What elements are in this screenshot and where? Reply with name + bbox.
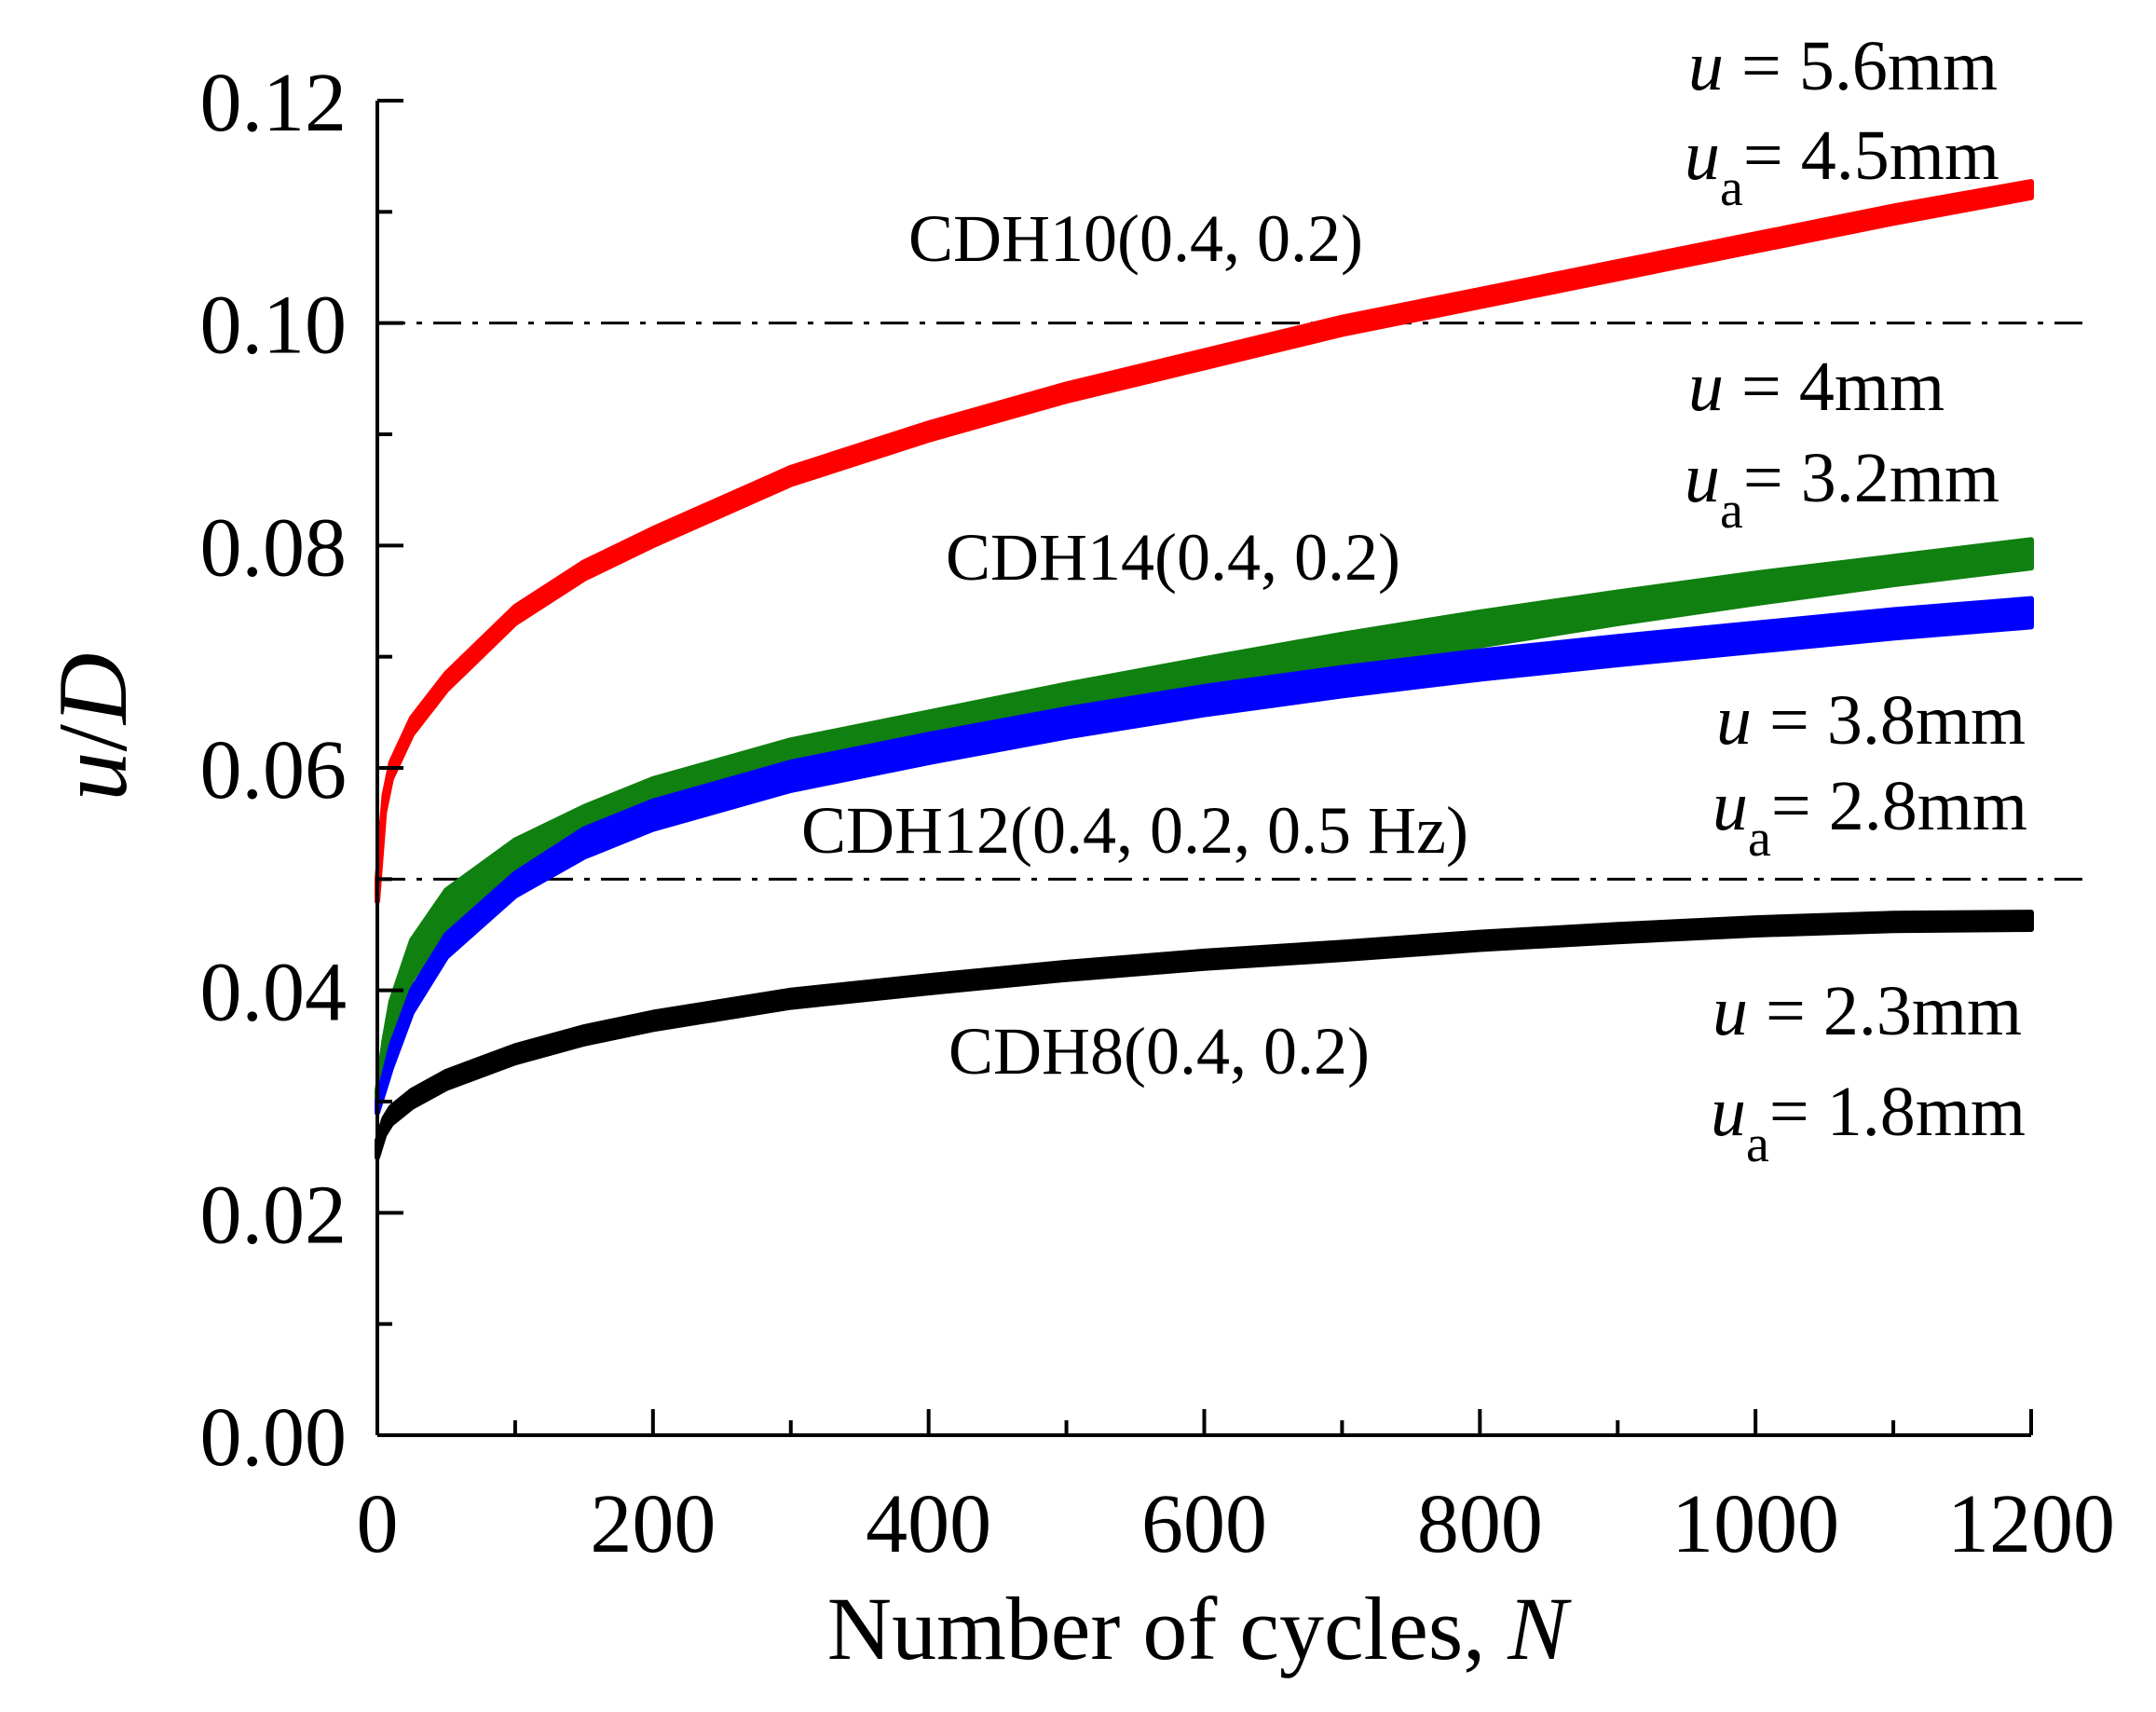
- annotations: u = 5.6mm ua= 4.5mm u = 4mm ua= 3.2mm u …: [1685, 27, 2027, 1173]
- x-axis-title-text: Number of cycles,: [827, 1579, 1508, 1678]
- series-band-cdh12-0-4-0-2-0-5-hz: [375, 596, 2034, 1116]
- series-bands: [375, 179, 2034, 1160]
- y-axis-title-u: u: [38, 752, 147, 801]
- y-tick-label: 0.08: [200, 501, 348, 594]
- reference-lines: [377, 322, 2092, 881]
- annotation-cdh10-u-var: u: [1688, 27, 1724, 105]
- y-tick-label: 0.04: [200, 947, 348, 1039]
- annotation-cdh10-ua-sub: a: [1720, 159, 1743, 217]
- annotation-cdh10-u-value: = 5.6mm: [1724, 27, 1998, 105]
- x-tick-label: 200: [590, 1478, 716, 1570]
- annotation-cdh14-ua-sub: a: [1720, 482, 1743, 540]
- series-band-cdh10-0-4-0-2: [375, 179, 2034, 905]
- annotation-cdh8-ua: ua= 1.8mm: [1711, 1073, 2026, 1173]
- annotation-cdh10-ua-var: u: [1685, 116, 1720, 195]
- curve-label-cdh12: CDH12(0.4, 0.2, 0.5 Hz): [801, 793, 1468, 868]
- curve-label-cdh10: CDH10(0.4, 0.2): [908, 201, 1363, 276]
- x-tick-label: 600: [1141, 1478, 1267, 1570]
- y-axis-title: u/D: [38, 652, 147, 801]
- y-tick-label: 0.12: [200, 57, 348, 149]
- curve-labels: CDH10(0.4, 0.2) CDH14(0.4, 0.2) CDH12(0.…: [801, 201, 1468, 1089]
- x-tick-label: 1000: [1672, 1478, 1839, 1570]
- annotation-cdh8-ua-value: = 1.8mm: [1769, 1073, 2026, 1151]
- annotation-cdh10-u: u = 5.6mm: [1688, 27, 1998, 105]
- annotation-cdh14-u: u = 4mm: [1688, 348, 1944, 426]
- curve-label-cdh14: CDH14(0.4, 0.2): [946, 520, 1400, 595]
- curve-label-cdh8: CDH8(0.4, 0.2): [948, 1014, 1370, 1089]
- annotation-cdh14-ua: ua= 3.2mm: [1685, 439, 1999, 540]
- annotation-cdh12-ua: ua= 2.8mm: [1713, 767, 2027, 868]
- x-tick-label: 800: [1417, 1478, 1543, 1570]
- annotation-cdh14-ua-value: = 3.2mm: [1743, 439, 1999, 517]
- x-tick-label: 400: [866, 1478, 991, 1570]
- x-tick-label: 1200: [1947, 1478, 2115, 1570]
- annotation-cdh12-ua-value: = 2.8mm: [1771, 767, 2027, 845]
- annotation-cdh10-ua: ua= 4.5mm: [1685, 116, 1999, 217]
- annotation-cdh12-u-var: u: [1716, 681, 1752, 760]
- ticks: [375, 99, 2033, 1437]
- y-axis-title-slash: /: [38, 724, 147, 752]
- annotation-cdh8-ua-var: u: [1711, 1073, 1746, 1151]
- y-tick-label: 0.06: [200, 724, 348, 816]
- x-axis-title: Number of cycles, N: [827, 1579, 1572, 1678]
- annotation-cdh12-ua-var: u: [1713, 767, 1748, 845]
- annotation-cdh8-u-value: = 2.3mm: [1748, 972, 2022, 1050]
- tick-labels: 0.00 0.02 0.04 0.06 0.08 0.10 0.12 0 200 400 600 80…: [200, 57, 2116, 1570]
- x-axis-title-var: N: [1507, 1579, 1572, 1678]
- annotation-cdh8-u: u = 2.3mm: [1713, 972, 2022, 1050]
- annotation-cdh12-u-value: = 3.8mm: [1752, 681, 2026, 760]
- annotation-cdh14-u-value: = 4mm: [1724, 348, 1944, 426]
- annotation-cdh14-u-var: u: [1688, 348, 1724, 426]
- y-tick-label: 0.02: [200, 1169, 348, 1261]
- annotation-cdh10-ua-value: = 4.5mm: [1743, 116, 1999, 195]
- y-tick-label: 0.10: [200, 280, 348, 372]
- x-tick-label: 0: [357, 1478, 399, 1570]
- y-axis-title-d: D: [38, 652, 147, 726]
- annotation-cdh14-ua-var: u: [1685, 439, 1720, 517]
- annotation-cdh12-ua-sub: a: [1748, 810, 1771, 868]
- annotation-cdh8-u-var: u: [1713, 972, 1748, 1050]
- annotation-cdh8-ua-sub: a: [1746, 1116, 1769, 1173]
- y-tick-label: 0.00: [200, 1391, 348, 1484]
- annotation-cdh12-u: u = 3.8mm: [1716, 681, 2026, 760]
- series-band-cdh8-0-4-0-2: [375, 910, 2034, 1160]
